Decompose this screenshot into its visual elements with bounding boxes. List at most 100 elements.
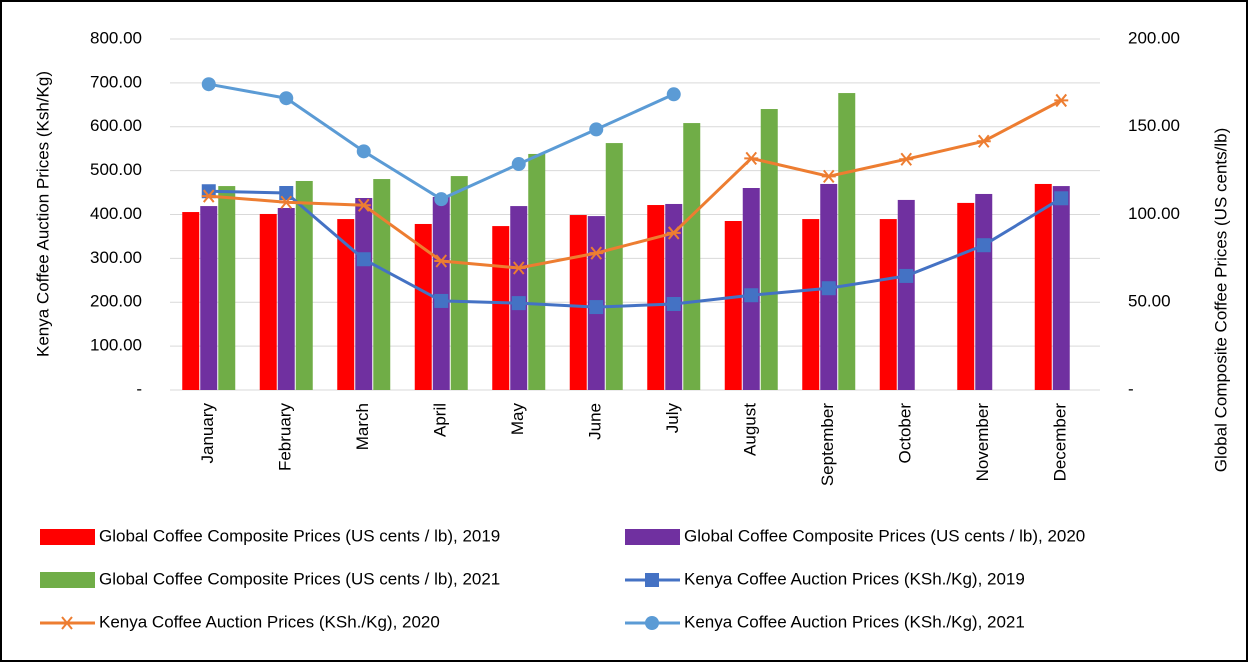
x-tick-label: April [431, 403, 450, 437]
line-marker [976, 134, 991, 148]
line-marker [511, 296, 526, 311]
line-marker [201, 189, 216, 203]
line-marker [1054, 93, 1069, 108]
line-marker [511, 261, 526, 275]
line-marker [201, 184, 216, 199]
legend-marker [645, 573, 659, 587]
line-marker [744, 288, 759, 303]
legend-label: Global Coffee Composite Prices (US cents… [99, 569, 500, 588]
line-marker [976, 238, 991, 253]
x-tick-label: June [586, 403, 605, 440]
bar [957, 202, 975, 390]
bar [355, 198, 373, 390]
y2-tick-label: 200.00 [1128, 28, 1180, 47]
bar [259, 213, 277, 390]
line-marker [279, 186, 294, 201]
legend-label: Global Coffee Composite Prices (US cents… [99, 526, 500, 545]
bar [975, 193, 993, 390]
y2-tick-label: 100.00 [1128, 204, 1180, 223]
legend-label: Kenya Coffee Auction Prices (KSh./Kg), 2… [99, 612, 440, 631]
y-tick-label: 100.00 [90, 336, 142, 355]
y-tick-label: 300.00 [90, 248, 142, 267]
line-marker [589, 122, 604, 137]
y2-tick-label: 50.00 [1128, 292, 1171, 311]
legend-marker [60, 616, 74, 630]
bar [373, 179, 391, 390]
y2-tick-label: - [1128, 379, 1134, 398]
bar [414, 223, 432, 390]
line-marker [356, 252, 371, 267]
x-tick-label: July [663, 403, 682, 434]
y-tick-label: - [136, 379, 142, 398]
line [208, 99, 1062, 270]
y2-axis-title: Global Composite Coffee Prices (US cents… [1211, 128, 1230, 473]
line-marker [511, 157, 526, 172]
bar [838, 93, 856, 390]
legend-swatch [625, 529, 680, 545]
y-tick-label: 400.00 [90, 204, 142, 223]
bar [182, 212, 200, 390]
line-marker [434, 192, 449, 207]
bar [450, 176, 468, 390]
line-marker [899, 268, 914, 283]
y-axis-title: Kenya Coffee Auction Prices (Ksh/Kg) [33, 71, 52, 357]
bar [492, 226, 510, 390]
bar [879, 219, 897, 390]
line-marker [899, 152, 914, 166]
line-marker [589, 300, 604, 315]
bar [760, 109, 778, 390]
line-marker [821, 169, 836, 183]
bar [200, 206, 218, 390]
line-marker [279, 195, 294, 209]
x-tick-label: February [276, 403, 295, 472]
legend-marker [645, 616, 659, 630]
y-tick-label: 200.00 [90, 292, 142, 311]
y-tick-label: 600.00 [90, 116, 142, 135]
legend-label: Kenya Coffee Auction Prices (KSh./Kg), 2… [684, 569, 1025, 588]
bar [724, 220, 742, 390]
bar [432, 196, 450, 390]
x-tick-label: September [818, 403, 837, 486]
bar [665, 203, 683, 390]
bar [528, 153, 546, 390]
line-marker [434, 293, 449, 308]
legend-swatch [40, 572, 95, 588]
legend-label: Global Coffee Composite Prices (US cents… [684, 526, 1085, 545]
x-tick-label: May [508, 403, 527, 436]
x-tick-label: March [353, 403, 372, 450]
bar [802, 219, 820, 390]
x-tick-label: November [973, 403, 992, 482]
line-marker [1054, 191, 1069, 206]
bar [647, 205, 665, 390]
line-marker [821, 281, 836, 296]
bar [337, 219, 355, 390]
line [208, 189, 1063, 309]
line-marker [434, 254, 449, 268]
bar [569, 215, 587, 390]
bar [277, 208, 295, 390]
line-marker [744, 151, 759, 165]
line-marker [356, 144, 371, 159]
bar [218, 186, 236, 390]
bar [295, 180, 313, 390]
line-marker [589, 246, 604, 260]
bar [683, 123, 701, 390]
bar [1052, 186, 1070, 390]
line-marker [356, 198, 371, 212]
bar [605, 143, 623, 390]
x-tick-label: December [1051, 403, 1070, 482]
x-tick-label: January [198, 403, 217, 464]
legend-swatch [40, 529, 95, 545]
line-marker [666, 87, 681, 102]
y2-tick-label: 150.00 [1128, 116, 1180, 135]
bar [897, 199, 915, 390]
line-marker [201, 77, 216, 92]
x-tick-label: August [741, 403, 760, 456]
x-tick-label: October [896, 403, 915, 464]
legend-label: Kenya Coffee Auction Prices (KSh./Kg), 2… [684, 612, 1025, 631]
line-marker [279, 91, 294, 106]
y-tick-label: 700.00 [90, 72, 142, 91]
line-marker [666, 297, 681, 312]
